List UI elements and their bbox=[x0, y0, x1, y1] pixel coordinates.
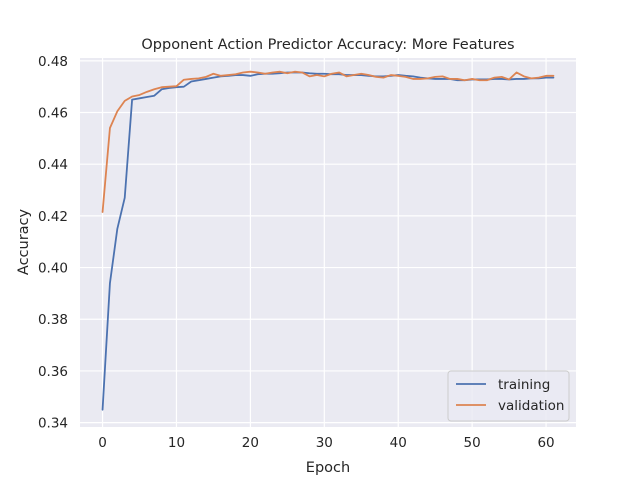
x-tick-label: 30 bbox=[316, 435, 333, 451]
x-tick-label: 50 bbox=[464, 435, 481, 451]
series-lines bbox=[101, 70, 555, 411]
series-line-validation bbox=[101, 70, 555, 213]
x-tick-label: 0 bbox=[98, 435, 107, 451]
x-tick-label: 20 bbox=[242, 435, 259, 451]
chart-title: Opponent Action Predictor Accuracy: More… bbox=[141, 37, 514, 53]
y-tick-label: 0.44 bbox=[38, 157, 68, 173]
y-tick-label: 0.34 bbox=[38, 416, 68, 432]
x-tick-label: 60 bbox=[537, 435, 554, 451]
y-tick-label: 0.36 bbox=[38, 364, 68, 380]
grid bbox=[80, 58, 576, 427]
y-axis-label: Accuracy bbox=[16, 208, 32, 275]
legend-label-validation: validation bbox=[498, 398, 564, 414]
x-tick-label: 40 bbox=[390, 435, 407, 451]
x-tick-label: 10 bbox=[168, 435, 185, 451]
x-axis-label: Epoch bbox=[306, 460, 350, 476]
y-tick-label: 0.38 bbox=[38, 312, 68, 328]
y-tick-label: 0.42 bbox=[38, 209, 68, 225]
legend-label-training: training bbox=[498, 377, 550, 393]
y-tick-label: 0.48 bbox=[38, 54, 68, 70]
y-tick-label: 0.46 bbox=[38, 106, 68, 122]
y-tick-label: 0.40 bbox=[38, 261, 68, 277]
tick-labels: 0 10 20 30 40 50 60 0.34 0.36 0.38 0.40 0.42 0.44 0.4… bbox=[38, 54, 555, 451]
plot-area bbox=[80, 58, 576, 427]
legend: training validation bbox=[447, 370, 570, 422]
